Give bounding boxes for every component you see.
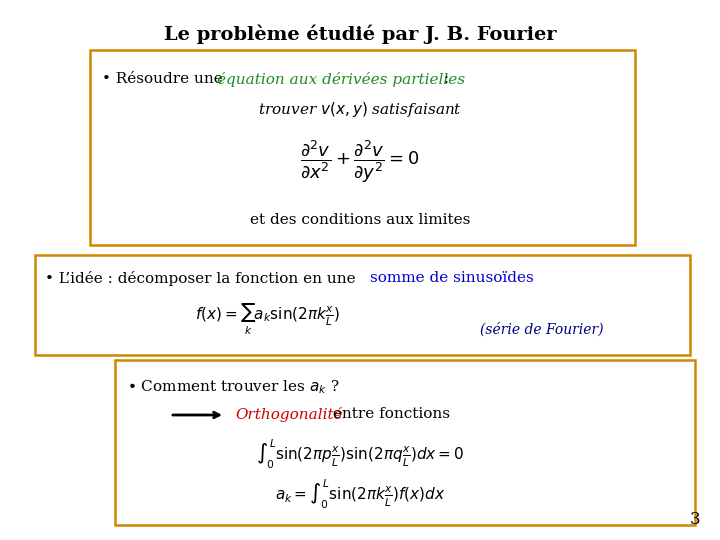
Text: Orthogonalité: Orthogonalité — [235, 407, 343, 422]
Text: entre fonctions: entre fonctions — [328, 407, 450, 421]
Text: • L’idée : décomposer la fonction en une: • L’idée : décomposer la fonction en une — [45, 271, 361, 286]
Text: • Comment trouver les $a_k$ ?: • Comment trouver les $a_k$ ? — [127, 378, 339, 396]
Text: :: : — [439, 72, 449, 86]
FancyBboxPatch shape — [90, 50, 635, 245]
FancyBboxPatch shape — [35, 255, 690, 355]
Text: Le problème étudié par J. B. Fourier: Le problème étudié par J. B. Fourier — [163, 25, 557, 44]
Text: $a_k = \int_0^L \sin(2\pi k \frac{x}{L}) f(x) dx$: $a_k = \int_0^L \sin(2\pi k \frac{x}{L})… — [274, 478, 446, 511]
Text: somme de sinusoïdes: somme de sinusoïdes — [370, 271, 534, 285]
FancyBboxPatch shape — [115, 360, 695, 525]
Text: équation aux dérivées partielles: équation aux dérivées partielles — [217, 72, 465, 87]
Text: $\dfrac{\partial^2 v}{\partial x^2} + \dfrac{\partial^2 v}{\partial y^2} = 0$: $\dfrac{\partial^2 v}{\partial x^2} + \d… — [300, 138, 420, 185]
Text: $f(x) = \sum_k a_k \sin(2\pi k \frac{x}{L})$: $f(x) = \sum_k a_k \sin(2\pi k \frac{x}{… — [195, 303, 340, 337]
Text: (série de Fourier): (série de Fourier) — [480, 323, 603, 337]
Text: • Résoudre une: • Résoudre une — [102, 72, 228, 86]
Text: $\int_0^L \sin(2\pi p\frac{x}{L}) \sin(2\pi q\frac{x}{L}) dx = 0$: $\int_0^L \sin(2\pi p\frac{x}{L}) \sin(2… — [256, 438, 464, 471]
Text: 3: 3 — [689, 511, 700, 528]
Text: trouver $v(x,y)$ satisfaisant: trouver $v(x,y)$ satisfaisant — [258, 100, 462, 119]
Text: et des conditions aux limites: et des conditions aux limites — [250, 213, 470, 227]
